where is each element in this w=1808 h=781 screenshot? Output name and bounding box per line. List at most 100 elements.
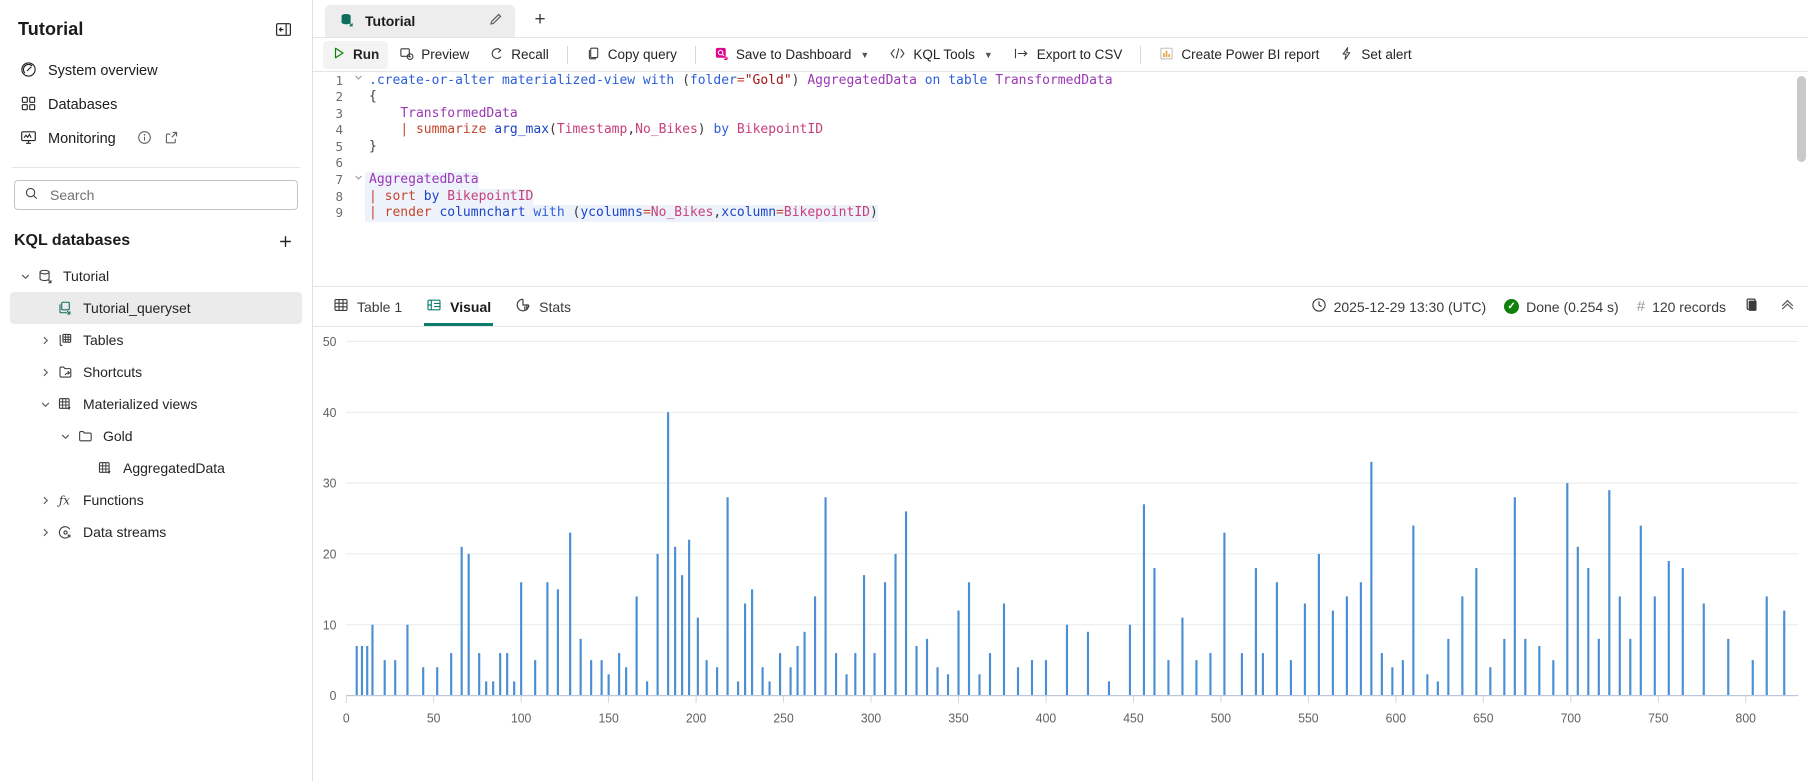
chart-bar[interactable] <box>1639 525 1642 696</box>
code-line[interactable]: 9 | render columnchart with (ycolumns=No_… <box>313 205 1808 222</box>
open-in-new-icon[interactable] <box>164 130 179 149</box>
code-line[interactable]: 6 <box>313 155 1808 172</box>
chart-bar[interactable] <box>1412 525 1415 696</box>
tree-item-aggregateddata[interactable]: AggregatedData <box>10 452 302 484</box>
chart-bar[interactable] <box>1576 546 1579 696</box>
chart-bar[interactable] <box>813 596 817 696</box>
chart-bar[interactable] <box>1783 610 1786 696</box>
chart-bar[interactable] <box>1552 660 1555 696</box>
chart-bar[interactable] <box>467 553 470 696</box>
tab-tutorial[interactable]: Tutorial <box>325 5 515 37</box>
chart-bar[interactable] <box>1447 638 1450 696</box>
chart-bar[interactable] <box>1065 624 1069 696</box>
chart-bar[interactable] <box>492 681 495 696</box>
chart-bar[interactable] <box>1436 681 1439 696</box>
chart-bar[interactable] <box>556 589 559 696</box>
chart-bar[interactable] <box>946 674 950 696</box>
chart-bar[interactable] <box>894 553 897 696</box>
export-csv-button[interactable]: Export to CSV <box>1004 41 1132 69</box>
copy-query-button[interactable]: Copy query <box>577 41 686 69</box>
chart-bar[interactable] <box>716 667 719 696</box>
code-line[interactable]: 2{ <box>313 89 1808 106</box>
chart-bar[interactable] <box>761 667 764 696</box>
pencil-icon[interactable] <box>488 12 503 30</box>
chart-bar[interactable] <box>520 582 523 696</box>
tree-item-shortcuts[interactable]: Shortcuts <box>10 356 302 388</box>
chart-bar[interactable] <box>383 660 386 696</box>
preview-button[interactable]: Preview <box>390 41 478 69</box>
chart-bar[interactable] <box>436 667 439 696</box>
chart-bar[interactable] <box>1128 624 1132 696</box>
chart-bar[interactable] <box>789 667 792 696</box>
chevron-right-icon[interactable] <box>36 334 54 347</box>
chart-bar[interactable] <box>635 596 638 696</box>
chart-bar[interactable] <box>656 553 659 696</box>
fold-toggle-icon[interactable] <box>351 72 365 90</box>
chart-bar[interactable] <box>1702 603 1705 696</box>
chart-bar[interactable] <box>862 575 866 696</box>
search-box[interactable] <box>14 180 298 210</box>
chart-bar[interactable] <box>1167 660 1170 696</box>
code-line[interactable]: 8 | sort by BikepointID <box>313 188 1808 206</box>
chart-bar[interactable] <box>1653 596 1656 696</box>
chart-bar[interactable] <box>674 546 677 696</box>
chevron-down-icon[interactable] <box>16 270 34 283</box>
chart-bar[interactable] <box>1461 596 1464 696</box>
chart-bar[interactable] <box>744 603 747 696</box>
tab-table-1[interactable]: Table 1 <box>321 288 414 326</box>
chart-bar[interactable] <box>394 660 397 696</box>
tree-item-functions[interactable]: ƒx Functions <box>10 484 302 516</box>
chart-bar[interactable] <box>625 667 628 696</box>
chart-bar[interactable] <box>845 674 848 696</box>
chart-bar[interactable] <box>499 653 502 696</box>
tree-item-tutorial[interactable]: Tutorial <box>10 260 302 292</box>
chart-bar[interactable] <box>768 681 771 696</box>
chart-bar[interactable] <box>600 660 603 696</box>
code-line[interactable]: 3 TransformedData <box>313 105 1808 122</box>
chart-bar[interactable] <box>1261 653 1264 696</box>
chart-bar[interactable] <box>1223 532 1226 696</box>
fold-toggle-icon[interactable] <box>351 172 365 190</box>
chevron-down-icon[interactable] <box>56 430 74 443</box>
add-tab-button[interactable]: + <box>534 9 546 30</box>
tree-item-gold[interactable]: Gold <box>10 420 302 452</box>
chart-bar[interactable] <box>1391 667 1394 696</box>
chart-bar[interactable] <box>667 412 670 696</box>
chart-bar[interactable] <box>579 638 582 696</box>
chart-bar[interactable] <box>1513 497 1516 696</box>
chart-bar[interactable] <box>854 653 857 696</box>
chart-bar[interactable] <box>406 624 409 696</box>
chart-bar[interactable] <box>371 624 374 696</box>
chart-bar[interactable] <box>366 645 369 696</box>
chart-bar[interactable] <box>1030 660 1034 696</box>
copy-results-button[interactable] <box>1744 297 1761 317</box>
chart-bar[interactable] <box>1681 568 1684 696</box>
chart-bar[interactable] <box>1629 638 1632 696</box>
chart-bar[interactable] <box>355 645 358 696</box>
chart-bar[interactable] <box>1475 568 1478 696</box>
chart-bar[interactable] <box>1566 483 1569 696</box>
chart-bar[interactable] <box>883 582 887 696</box>
code-line[interactable]: 1 .create-or-alter materialized-view with… <box>313 72 1808 89</box>
chart-bar[interactable] <box>978 674 981 696</box>
chart-bar[interactable] <box>1538 645 1541 696</box>
search-input[interactable] <box>48 186 288 204</box>
chart-bar[interactable] <box>1667 560 1670 696</box>
sidebar-item-monitoring[interactable]: Monitoring <box>10 122 302 156</box>
chart-bar[interactable] <box>1153 568 1156 696</box>
chart-bar[interactable] <box>824 497 827 696</box>
tree-item-tutorial-queryset[interactable]: Tutorial_queryset <box>10 292 302 324</box>
chart-bar[interactable] <box>590 660 593 696</box>
chart-bar[interactable] <box>696 617 699 696</box>
chart-bar[interactable] <box>779 653 782 696</box>
chart-bar[interactable] <box>681 575 684 696</box>
chart-bar[interactable] <box>646 681 649 696</box>
chart-bar[interactable] <box>726 497 729 696</box>
tree-item-data-streams[interactable]: Data streams <box>10 516 302 548</box>
chart-bar[interactable] <box>751 589 754 696</box>
chart-bar[interactable] <box>688 539 691 696</box>
chart-bar[interactable] <box>1002 603 1006 696</box>
info-icon[interactable] <box>137 130 152 149</box>
chart-bar[interactable] <box>1044 660 1048 696</box>
